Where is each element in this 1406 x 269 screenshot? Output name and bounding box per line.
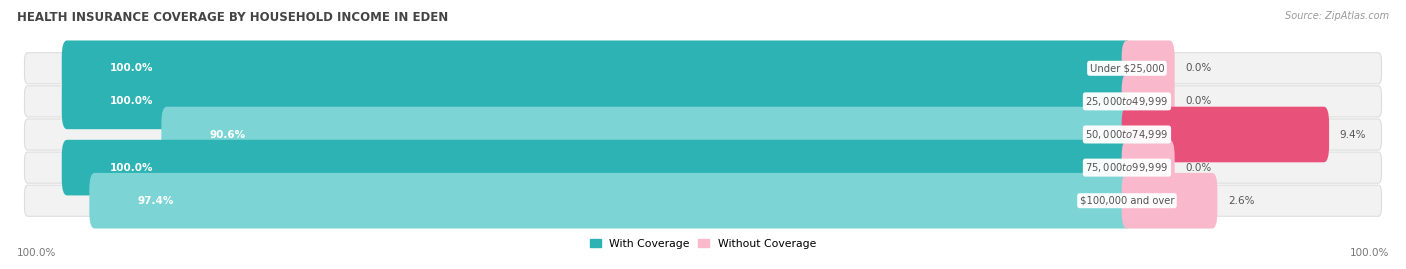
FancyBboxPatch shape xyxy=(24,185,1382,216)
FancyBboxPatch shape xyxy=(1122,173,1218,229)
Text: Source: ZipAtlas.com: Source: ZipAtlas.com xyxy=(1285,11,1389,21)
FancyBboxPatch shape xyxy=(24,152,1382,183)
Text: 100.0%: 100.0% xyxy=(110,96,153,107)
Text: 0.0%: 0.0% xyxy=(1185,96,1212,107)
FancyBboxPatch shape xyxy=(62,74,1132,129)
FancyBboxPatch shape xyxy=(24,86,1382,117)
FancyBboxPatch shape xyxy=(24,53,1382,84)
FancyBboxPatch shape xyxy=(1122,107,1329,162)
Text: $100,000 and over: $100,000 and over xyxy=(1080,196,1174,206)
Text: 100.0%: 100.0% xyxy=(1350,248,1389,258)
Text: $50,000 to $74,999: $50,000 to $74,999 xyxy=(1085,128,1168,141)
Text: HEALTH INSURANCE COVERAGE BY HOUSEHOLD INCOME IN EDEN: HEALTH INSURANCE COVERAGE BY HOUSEHOLD I… xyxy=(17,11,449,24)
Legend: With Coverage, Without Coverage: With Coverage, Without Coverage xyxy=(585,234,821,253)
Text: $75,000 to $99,999: $75,000 to $99,999 xyxy=(1085,161,1168,174)
FancyBboxPatch shape xyxy=(1122,140,1174,195)
FancyBboxPatch shape xyxy=(162,107,1132,162)
Text: 100.0%: 100.0% xyxy=(110,63,153,73)
Text: 2.6%: 2.6% xyxy=(1227,196,1254,206)
Text: 90.6%: 90.6% xyxy=(209,129,245,140)
FancyBboxPatch shape xyxy=(24,119,1382,150)
Text: 100.0%: 100.0% xyxy=(110,162,153,173)
Text: 0.0%: 0.0% xyxy=(1185,63,1212,73)
FancyBboxPatch shape xyxy=(62,40,1132,96)
Text: Under $25,000: Under $25,000 xyxy=(1090,63,1164,73)
Text: 0.0%: 0.0% xyxy=(1185,162,1212,173)
FancyBboxPatch shape xyxy=(1122,40,1174,96)
Text: $25,000 to $49,999: $25,000 to $49,999 xyxy=(1085,95,1168,108)
Text: 9.4%: 9.4% xyxy=(1340,129,1367,140)
Text: 97.4%: 97.4% xyxy=(136,196,173,206)
FancyBboxPatch shape xyxy=(90,173,1132,229)
FancyBboxPatch shape xyxy=(1122,74,1174,129)
Text: 100.0%: 100.0% xyxy=(17,248,56,258)
FancyBboxPatch shape xyxy=(62,140,1132,195)
